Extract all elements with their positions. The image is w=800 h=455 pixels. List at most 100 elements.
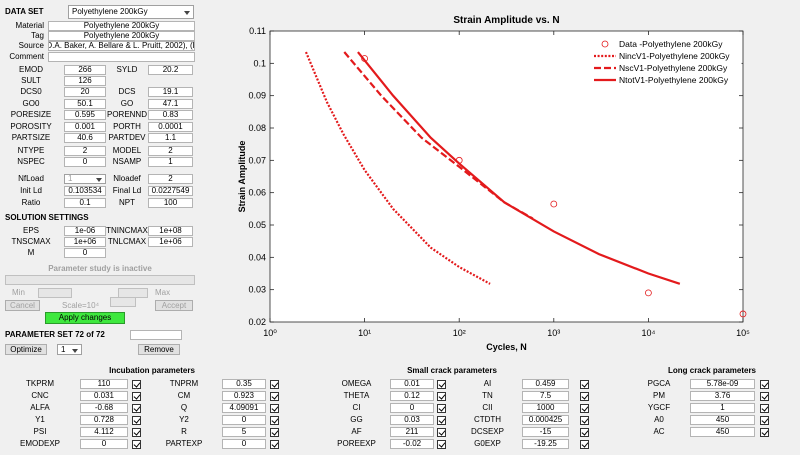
text-field[interactable]: Polyethylene 200kGy bbox=[48, 31, 195, 41]
text-field[interactable]: 0.103534 bbox=[64, 186, 106, 196]
text-field[interactable] bbox=[48, 52, 195, 62]
checkbox[interactable] bbox=[437, 439, 446, 449]
text-field[interactable]: 0.000425 bbox=[522, 415, 569, 425]
checkbox[interactable] bbox=[270, 403, 279, 413]
checkbox[interactable] bbox=[437, 391, 446, 401]
button[interactable]: Apply changes bbox=[45, 312, 125, 324]
checkbox[interactable] bbox=[132, 403, 141, 413]
text-field[interactable]: 0.595 bbox=[64, 110, 106, 120]
text-field[interactable]: 0 bbox=[64, 157, 106, 167]
checkbox[interactable] bbox=[580, 403, 589, 413]
text-field[interactable]: 110 bbox=[80, 379, 128, 389]
text-field[interactable]: -0.68 bbox=[80, 403, 128, 413]
text-field[interactable]: 0 bbox=[390, 403, 434, 413]
text-field[interactable]: 19.1 bbox=[148, 87, 193, 97]
text-field[interactable]: 47.1 bbox=[148, 99, 193, 109]
text-field[interactable]: 0.1 bbox=[64, 198, 106, 208]
text-field[interactable]: 0.031 bbox=[80, 391, 128, 401]
text-field[interactable]: 0.001 bbox=[64, 122, 106, 132]
checkbox[interactable] bbox=[132, 415, 141, 425]
select[interactable]: 1 bbox=[64, 174, 106, 184]
button[interactable]: Remove bbox=[138, 344, 180, 355]
checkbox[interactable] bbox=[580, 379, 589, 389]
checkbox[interactable] bbox=[437, 427, 446, 437]
text-field[interactable]: 450 bbox=[690, 415, 755, 425]
text-field[interactable]: 20.2 bbox=[148, 65, 193, 75]
checkbox[interactable] bbox=[270, 427, 279, 437]
slider[interactable] bbox=[130, 330, 182, 340]
slider[interactable] bbox=[5, 275, 195, 285]
text-field[interactable]: 3.76 bbox=[690, 391, 755, 401]
text-field[interactable]: 5 bbox=[222, 427, 266, 437]
text-field[interactable]: 50.1 bbox=[64, 99, 106, 109]
text-field[interactable]: 1.1 bbox=[148, 133, 193, 143]
text-field[interactable]: 0.728 bbox=[80, 415, 128, 425]
text-field[interactable]: Polyethylene 200kGy bbox=[48, 21, 195, 31]
checkbox[interactable] bbox=[132, 391, 141, 401]
text-field[interactable]: 7.5 bbox=[522, 391, 569, 401]
text-field[interactable]: 0.03 bbox=[390, 415, 434, 425]
text-field[interactable]: 211 bbox=[390, 427, 434, 437]
text-field[interactable]: 0.35 bbox=[222, 379, 266, 389]
dataset-select[interactable]: Polyethylene 200kGy bbox=[68, 5, 194, 19]
text-field[interactable]: 0.0001 bbox=[148, 122, 193, 132]
text-field[interactable] bbox=[38, 288, 72, 298]
checkbox[interactable] bbox=[760, 415, 769, 425]
text-field[interactable]: 20 bbox=[64, 87, 106, 97]
text-field[interactable]: 1e+08 bbox=[148, 226, 193, 236]
text-field[interactable]: 0 bbox=[80, 439, 128, 449]
text-field[interactable]: 4.112 bbox=[80, 427, 128, 437]
text-field[interactable]: 2 bbox=[148, 174, 193, 184]
checkbox[interactable] bbox=[760, 427, 769, 437]
text-field[interactable]: -15 bbox=[522, 427, 569, 437]
text-field[interactable]: 5.78e-09 bbox=[690, 379, 755, 389]
text-field[interactable]: -19.25 bbox=[522, 439, 569, 449]
checkbox[interactable] bbox=[270, 439, 279, 449]
checkbox[interactable] bbox=[760, 379, 769, 389]
text-field[interactable]: 266 bbox=[64, 65, 106, 75]
button[interactable]: Cancel bbox=[5, 300, 40, 311]
text-field[interactable]: 0.923 bbox=[222, 391, 266, 401]
checkbox[interactable] bbox=[132, 379, 141, 389]
text-field[interactable]: 1000 bbox=[522, 403, 569, 413]
checkbox[interactable] bbox=[270, 379, 279, 389]
checkbox[interactable] bbox=[132, 439, 141, 449]
text-field[interactable]: 2 bbox=[148, 146, 193, 156]
text-field[interactable]: -0.02 bbox=[390, 439, 434, 449]
checkbox[interactable] bbox=[580, 427, 589, 437]
text-field[interactable]: 1e+06 bbox=[64, 237, 106, 247]
checkbox[interactable] bbox=[580, 391, 589, 401]
text-field[interactable]: 0.83 bbox=[148, 110, 193, 120]
text-field[interactable]: 126 bbox=[64, 76, 106, 86]
select[interactable]: 1 bbox=[57, 344, 82, 355]
text-field[interactable]: 2 bbox=[64, 146, 106, 156]
button[interactable]: Optimize bbox=[5, 344, 47, 355]
text-field[interactable]: (D.A. Baker, A. Bellare & L. Pruitt, 200… bbox=[48, 41, 195, 51]
checkbox[interactable] bbox=[270, 415, 279, 425]
text-field[interactable]: 4.09091 bbox=[222, 403, 266, 413]
text-field[interactable]: 450 bbox=[690, 427, 755, 437]
checkbox[interactable] bbox=[760, 391, 769, 401]
text-field[interactable]: 0 bbox=[64, 248, 106, 258]
text-field[interactable]: 1 bbox=[148, 157, 193, 167]
text-field[interactable]: 0.12 bbox=[390, 391, 434, 401]
text-field[interactable]: 0 bbox=[222, 439, 266, 449]
button[interactable]: Accept bbox=[155, 300, 193, 311]
checkbox[interactable] bbox=[437, 379, 446, 389]
checkbox[interactable] bbox=[580, 415, 589, 425]
checkbox[interactable] bbox=[760, 403, 769, 413]
text-field[interactable]: 1e+06 bbox=[148, 237, 193, 247]
checkbox[interactable] bbox=[437, 415, 446, 425]
text-field[interactable]: 0.01 bbox=[390, 379, 434, 389]
text-field[interactable]: 1e-06 bbox=[64, 226, 106, 236]
text-field[interactable]: 0.459 bbox=[522, 379, 569, 389]
checkbox[interactable] bbox=[132, 427, 141, 437]
checkbox[interactable] bbox=[270, 391, 279, 401]
text-field[interactable]: 100 bbox=[148, 198, 193, 208]
text-field[interactable]: 0.0227549 bbox=[148, 186, 193, 196]
text-field[interactable]: 1 bbox=[690, 403, 755, 413]
text-field[interactable]: 0 bbox=[222, 415, 266, 425]
text-field[interactable]: 40.6 bbox=[64, 133, 106, 143]
text-field[interactable] bbox=[110, 297, 136, 307]
checkbox[interactable] bbox=[580, 439, 589, 449]
